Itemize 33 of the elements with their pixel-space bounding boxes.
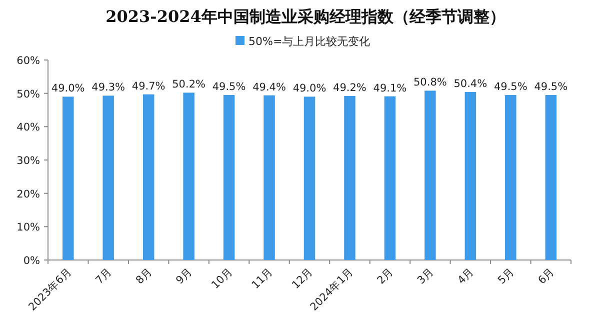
data-label: 50.8% [414,76,447,89]
y-tick-label: 0% [23,255,40,267]
x-tick-label: 9月 [174,266,195,287]
x-tick-label: 12月 [290,266,316,292]
y-tick-label: 30% [16,155,40,167]
x-tick-label: 5月 [496,266,517,287]
data-label: 49.2% [333,82,366,94]
x-tick-label: 6月 [536,266,558,287]
data-label: 49.7% [132,80,166,92]
x-tick-label: 7月 [93,266,114,287]
x-tick-label: 2月 [375,266,396,287]
data-label: 49.3% [92,82,126,94]
data-label: 49.5% [494,81,528,93]
x-tick-label: 8月 [134,266,155,287]
y-tick-label: 50% [16,88,40,100]
chart-title: 2023-2024年中国制造业采购经理指数（经季节调整） [106,7,506,26]
x-tick-label: 11月 [250,266,276,292]
data-label: 50.4% [454,78,488,90]
data-label: 49.1% [373,82,407,94]
data-label: 50.2% [172,78,206,91]
y-tick-label: 40% [16,122,40,134]
data-label: 49.5% [534,81,568,93]
y-tick-label: 20% [16,188,40,200]
y-tick-label: 10% [16,222,40,234]
x-tick-label: 3月 [415,266,436,287]
y-tick-label: 60% [16,55,40,67]
data-label: 49.0% [292,82,326,95]
data-label: 49.0% [51,82,85,95]
data-label: 49.4% [252,81,286,94]
x-tick-label: 4月 [456,266,477,287]
data-label: 49.5% [212,81,246,93]
x-tick-label: 10月 [209,266,236,292]
legend-label: 50%=与上月比较无变化 [248,35,370,48]
